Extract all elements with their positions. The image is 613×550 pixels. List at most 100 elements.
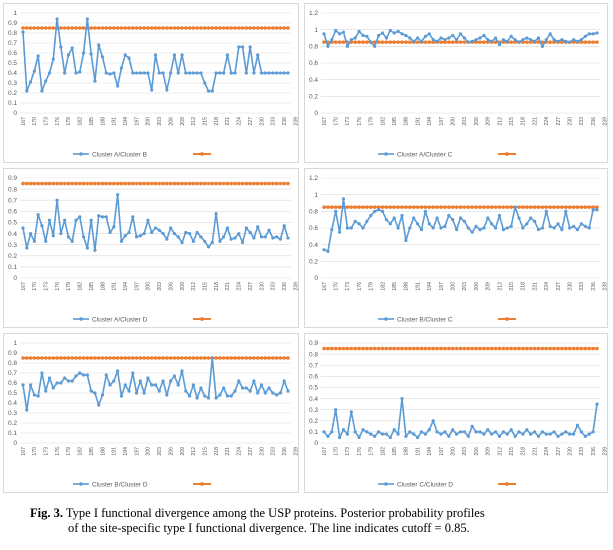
y-tick-label: 0.6: [8, 380, 17, 387]
y-tick-label: 0: [13, 440, 17, 447]
probability-point: [384, 36, 388, 40]
probability-point: [497, 43, 502, 47]
x-tick-label: 212: [191, 117, 197, 126]
y-tick-label: 0.8: [309, 351, 318, 358]
probability-point: [282, 71, 286, 75]
cutoff-point: [505, 346, 510, 351]
cutoff-point: [28, 181, 33, 186]
x-tick-label: 236: [591, 447, 597, 456]
x-tick-label: 188: [404, 117, 410, 126]
probability-point: [568, 40, 572, 44]
probability-point: [237, 231, 241, 236]
cutoff-point: [51, 181, 56, 186]
cutoff-point: [579, 346, 584, 351]
probability-point: [180, 369, 184, 373]
probability-point: [525, 428, 529, 432]
cutoff-point: [486, 346, 490, 351]
y-tick-label: 0.2: [309, 94, 318, 101]
probability-point: [521, 226, 525, 230]
cutoff-point: [567, 205, 572, 209]
probability-point: [408, 430, 412, 434]
x-tick-label: 173: [44, 447, 50, 456]
y-tick-label: 0.1: [309, 429, 318, 436]
probability-point: [380, 432, 385, 436]
probability-point: [365, 219, 369, 223]
cutoff-point: [248, 356, 252, 360]
probability-point: [373, 44, 377, 48]
cutoff-point: [404, 346, 408, 351]
cutoff-point: [278, 356, 283, 360]
probability-point: [388, 222, 392, 226]
cutoff-point: [454, 346, 459, 351]
cutoff-point: [153, 26, 158, 30]
cutoff-point: [423, 40, 428, 44]
probability-point: [591, 32, 595, 36]
cutoff-point: [521, 40, 525, 44]
x-tick-label: 227: [556, 282, 562, 291]
cutoff-point: [233, 26, 237, 30]
cutoff-point: [168, 181, 173, 186]
cutoff-point: [282, 181, 287, 186]
x-tick-label: 236: [282, 447, 288, 456]
cutoff-point: [482, 205, 486, 209]
cutoff-point: [423, 205, 428, 209]
cutoff-point: [509, 205, 513, 209]
cutoff-point: [322, 205, 326, 209]
probability-point: [59, 45, 63, 49]
probability-point: [412, 432, 416, 436]
legend-marker-orange: [200, 482, 204, 486]
y-tick-label: 0.7: [8, 40, 17, 47]
probability-point: [78, 70, 82, 74]
x-tick-label: 185: [392, 447, 398, 456]
cutoff-point: [337, 205, 342, 209]
y-tick-label: 0: [314, 440, 318, 447]
probability-point: [218, 71, 222, 75]
y-tick-label: 0.9: [8, 350, 17, 357]
x-tick-label: 203: [462, 117, 468, 126]
cutoff-point: [560, 205, 564, 209]
probability-point: [28, 383, 33, 387]
probability-point: [44, 389, 48, 393]
probability-point: [51, 57, 55, 61]
cutoff-point: [419, 346, 424, 351]
probability-point: [89, 218, 93, 222]
x-tick-label: 185: [392, 117, 398, 126]
cutoff-point: [509, 346, 513, 351]
cutoff-point: [214, 356, 218, 360]
cutoff-point: [357, 346, 361, 351]
cutoff-point: [28, 356, 33, 360]
cutoff-point: [108, 181, 112, 186]
cutoff-point: [474, 40, 478, 44]
probability-point: [40, 224, 44, 228]
probability-point: [218, 393, 222, 397]
y-tick-label: 0.2: [8, 420, 17, 427]
x-tick-label: 176: [55, 282, 61, 291]
probability-point: [334, 28, 338, 33]
y-tick-label: 1.2: [309, 175, 318, 182]
cutoff-point: [521, 205, 525, 209]
cutoff-point: [575, 205, 580, 209]
cutoff-point: [172, 181, 177, 186]
cutoff-point: [100, 181, 105, 186]
x-tick-label: 224: [544, 282, 550, 291]
probability-point: [63, 71, 67, 75]
probability-point: [540, 44, 545, 48]
x-tick-label: 167: [322, 117, 328, 126]
probability-point: [458, 430, 463, 434]
cutoff-point: [199, 181, 203, 186]
cutoff-point: [271, 356, 275, 360]
probability-point: [486, 428, 490, 432]
x-tick-label: 197: [134, 117, 140, 126]
probability-point: [505, 226, 509, 230]
cutoff-point: [180, 356, 184, 360]
probability-point: [548, 432, 552, 436]
probability-point: [70, 46, 74, 50]
probability-point: [587, 32, 591, 36]
cutoff-point: [149, 181, 154, 186]
probability-point: [380, 209, 385, 213]
cutoff-point: [439, 205, 443, 209]
cutoff-point: [415, 346, 420, 351]
x-tick-label: 191: [415, 117, 421, 126]
cutoff-point: [466, 346, 471, 351]
x-tick-label: 182: [78, 282, 84, 291]
